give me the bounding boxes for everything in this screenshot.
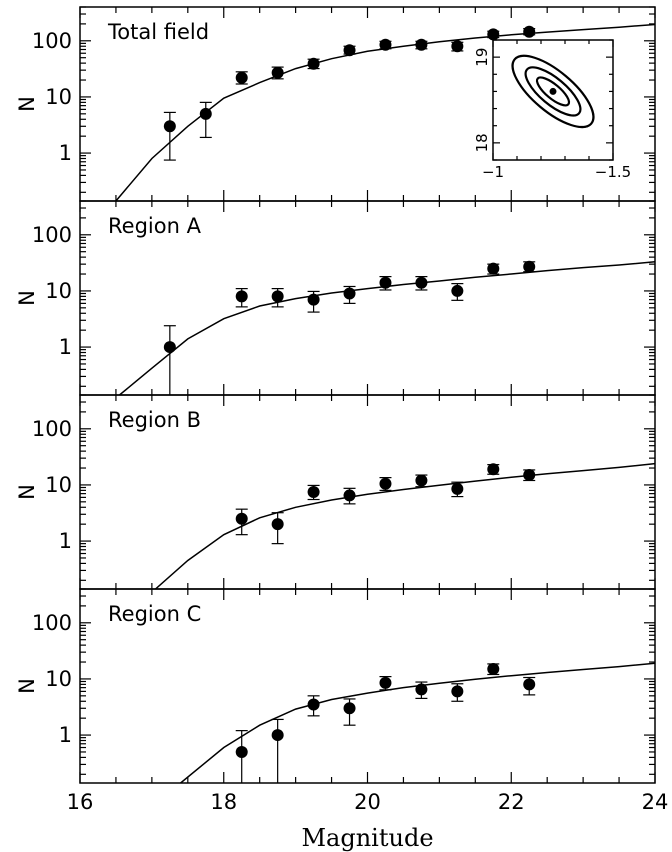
data-point [307, 57, 320, 70]
data-point [415, 276, 428, 289]
data-point [487, 663, 500, 676]
y-tick-label: 10 [45, 667, 72, 691]
data-point [487, 28, 500, 41]
data-point [199, 107, 212, 120]
x-tick-label: 24 [642, 790, 669, 814]
model-curve [180, 662, 655, 783]
data-point [487, 463, 500, 476]
y-tick-label: 100 [32, 611, 72, 635]
data-point [271, 290, 284, 303]
confidence-contour [535, 76, 571, 107]
data-point [163, 341, 176, 354]
panel-label: Region A [108, 214, 202, 238]
inset-x-tick-label: −1 [482, 163, 504, 181]
data-point [379, 276, 392, 289]
y-tick-label: 100 [32, 29, 72, 53]
data-point [343, 489, 356, 502]
y-axis-label: N [15, 290, 39, 306]
panel-3 [180, 662, 655, 783]
data-point [235, 290, 248, 303]
model-curve [155, 462, 655, 589]
data-point [451, 685, 464, 698]
panel-1 [119, 260, 655, 395]
data-point [343, 702, 356, 715]
data-point [343, 287, 356, 300]
data-point [451, 482, 464, 495]
data-point [379, 38, 392, 51]
data-point [415, 38, 428, 51]
data-point [523, 260, 536, 273]
confidence-contour [511, 54, 595, 129]
y-tick-label: 1 [59, 529, 72, 553]
x-tick-label: 18 [210, 790, 237, 814]
model-curve [115, 23, 655, 201]
x-tick-label: 20 [354, 790, 381, 814]
y-tick-label: 1 [59, 723, 72, 747]
x-tick-label: 16 [67, 790, 94, 814]
panel-0 [115, 23, 655, 201]
data-point [271, 518, 284, 531]
data-point [451, 284, 464, 297]
y-axis-label: N [15, 484, 39, 500]
data-point [523, 25, 536, 38]
data-point [235, 512, 248, 525]
panel-2 [155, 462, 655, 589]
data-point [415, 683, 428, 696]
confidence-contour [524, 66, 582, 117]
y-tick-label: 10 [45, 85, 72, 109]
data-point [487, 262, 500, 275]
data-point [523, 678, 536, 691]
data-point [343, 44, 356, 57]
data-point [307, 293, 320, 306]
data-point [235, 71, 248, 84]
data-point [307, 485, 320, 498]
data-point [379, 477, 392, 490]
y-tick-label: 1 [59, 141, 72, 165]
panel-label: Region C [108, 602, 201, 626]
best-fit-point [549, 87, 557, 95]
panel-label: Region B [108, 408, 201, 432]
data-point [451, 40, 464, 53]
inset-y-tick-label: 18 [473, 133, 491, 152]
y-tick-label: 10 [45, 279, 72, 303]
y-tick-label: 10 [45, 473, 72, 497]
data-point [379, 676, 392, 689]
data-point [523, 469, 536, 482]
inset-y-tick-label: 19 [473, 48, 491, 67]
panel-label: Total field [107, 20, 209, 44]
data-point [235, 745, 248, 758]
inset-frame [492, 39, 614, 161]
data-point [271, 66, 284, 79]
inset-x-tick-label: −1.5 [595, 163, 631, 181]
y-tick-label: 100 [32, 417, 72, 441]
y-axis-label: N [15, 96, 39, 112]
y-axis-label: N [15, 678, 39, 694]
x-axis-label: Magnitude [301, 824, 433, 852]
y-tick-label: 100 [32, 223, 72, 247]
data-point [271, 729, 284, 742]
x-tick-label: 22 [498, 790, 525, 814]
data-point [307, 698, 320, 711]
data-point [163, 120, 176, 133]
y-tick-label: 1 [59, 335, 72, 359]
data-point [415, 474, 428, 487]
